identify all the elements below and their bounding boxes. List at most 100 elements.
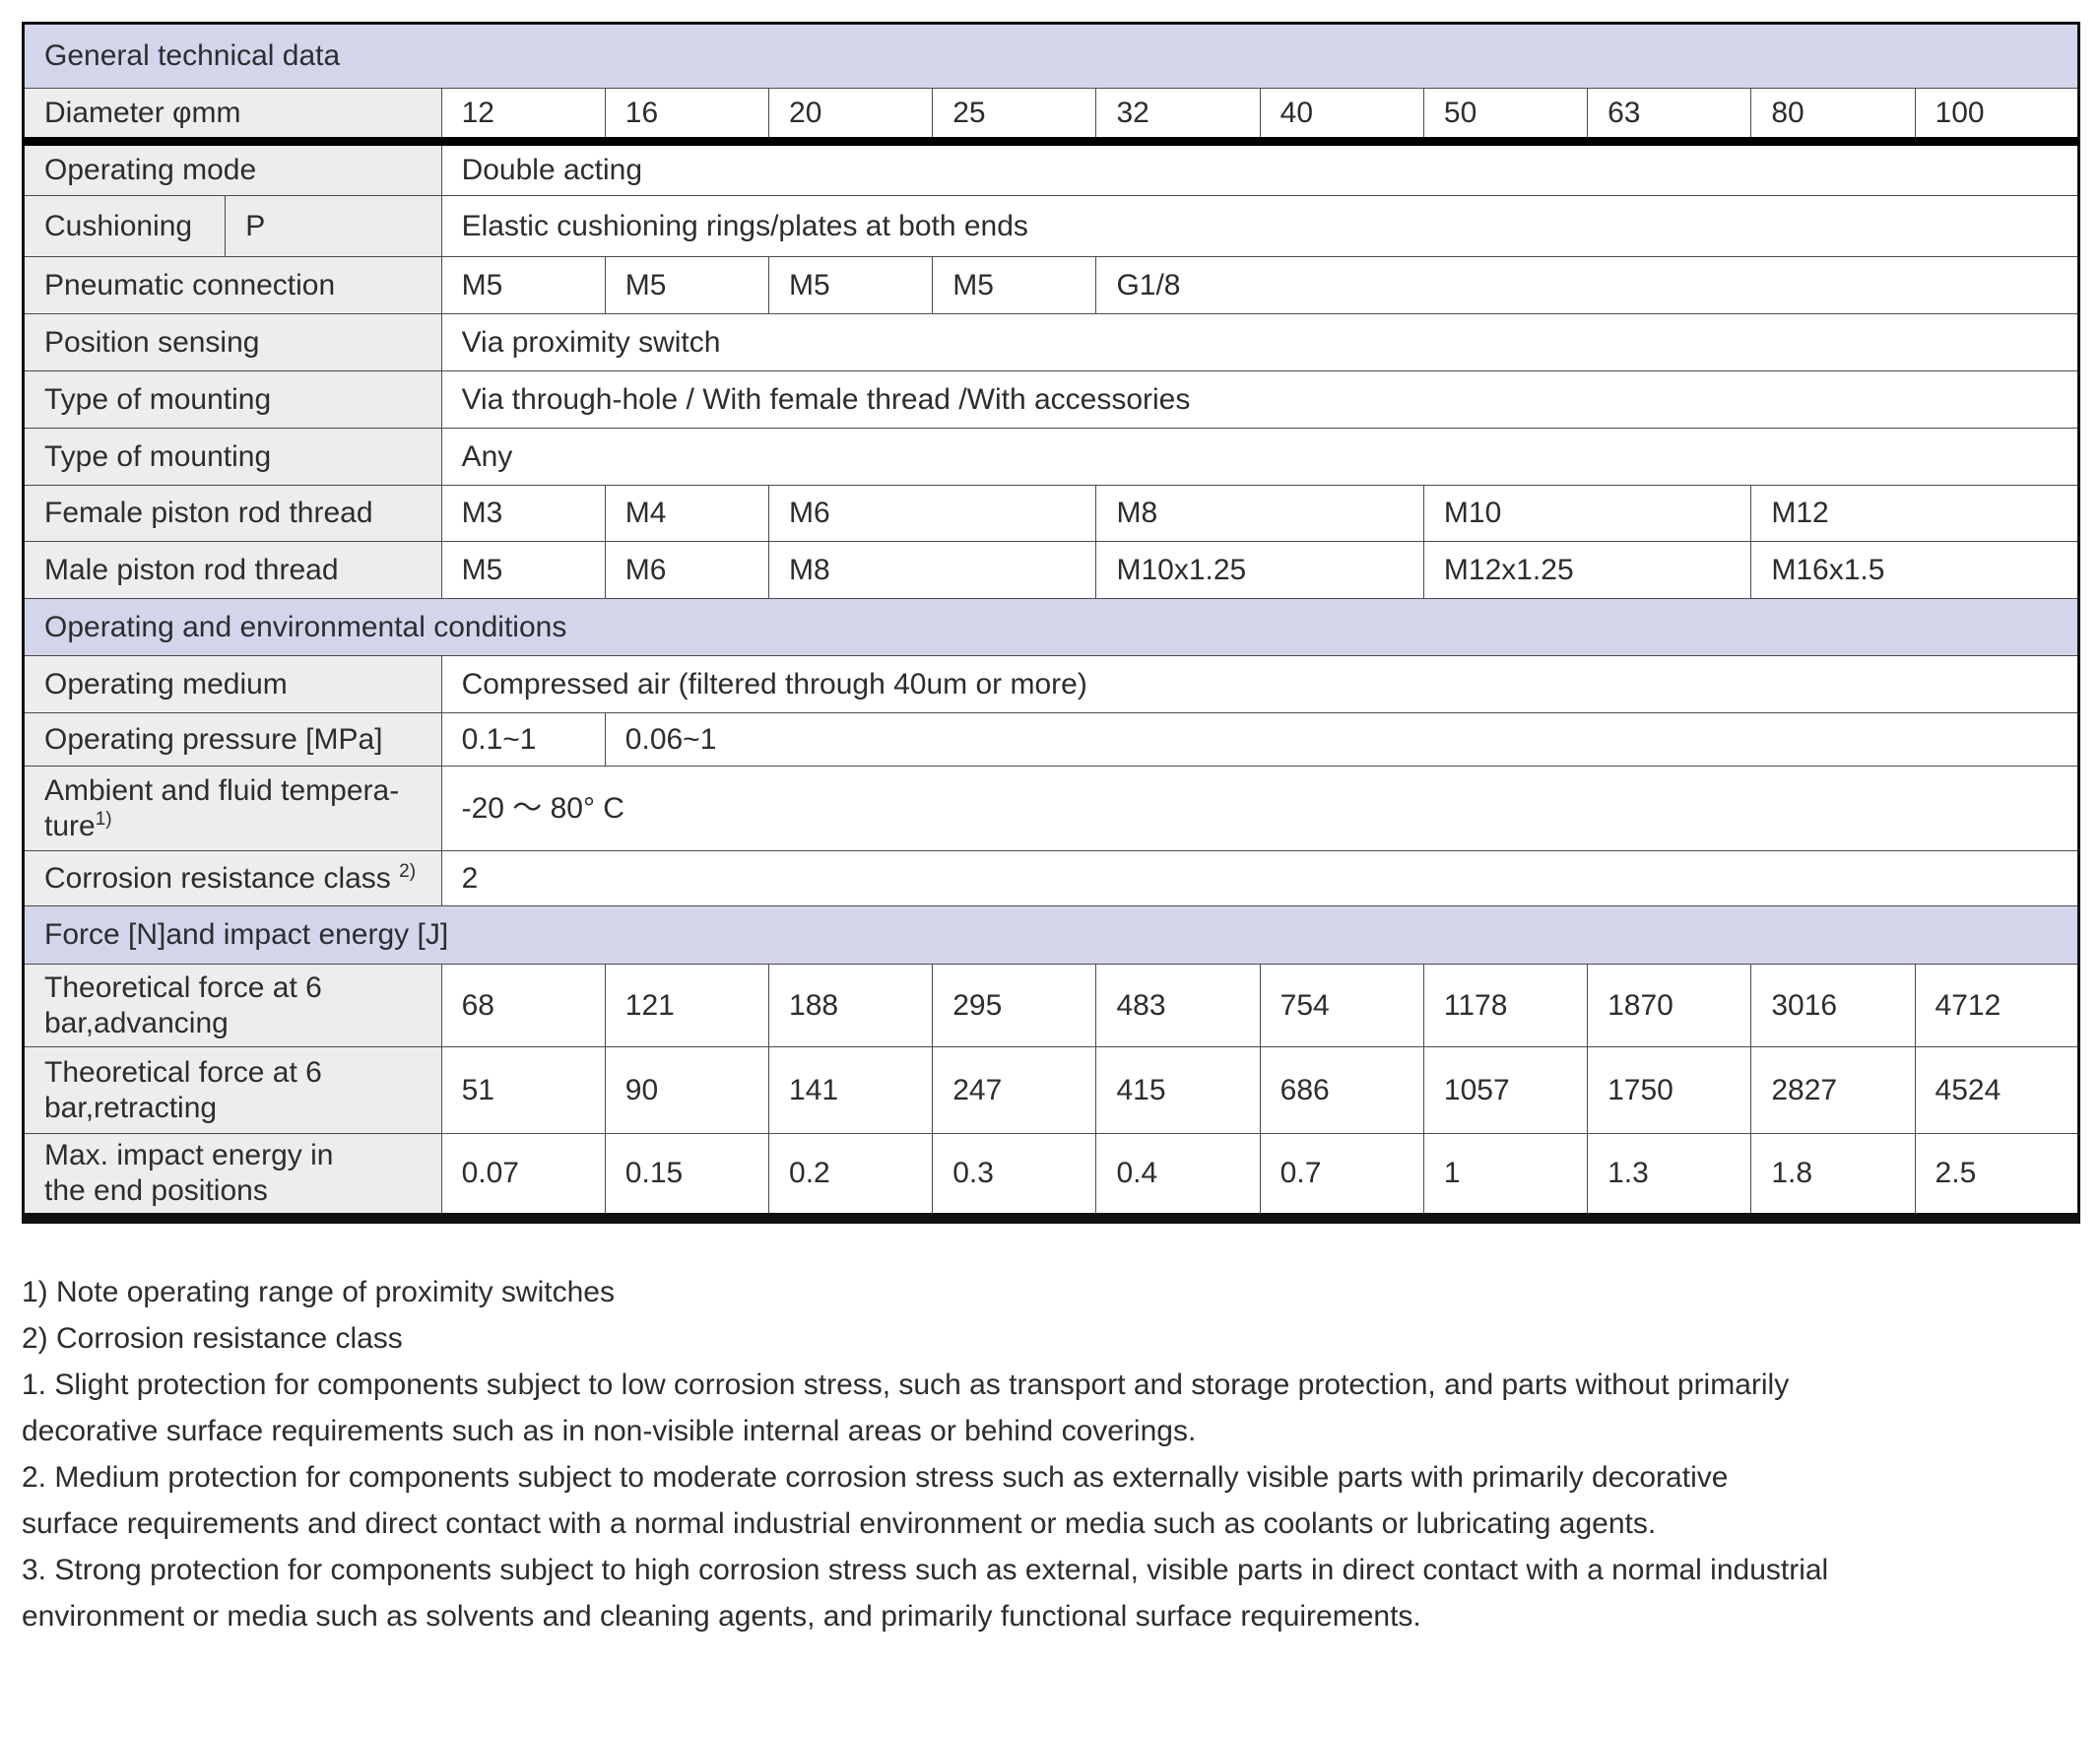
row-label-operating-medium: Operating medium	[23, 655, 442, 713]
cell-diameter-5: 40	[1259, 88, 1424, 146]
cell-force-adv-2: 188	[768, 964, 934, 1047]
cell-force-ret-4: 415	[1095, 1046, 1261, 1134]
female-piston-rod-thread-row: Female piston rod thread M3 M4 M6 M8 M10…	[23, 485, 2079, 542]
footnote-line: decorative surface requirements such as …	[22, 1415, 1197, 1447]
cell-force-ret-2: 141	[768, 1046, 934, 1134]
row-label-operating-mode: Operating mode	[23, 141, 442, 196]
cell-force-adv-5: 754	[1259, 964, 1424, 1047]
cell-female-thread-3: M8	[1095, 485, 1424, 542]
cell-force-ret-9: 4524	[1914, 1046, 2080, 1134]
cell-female-thread-0: M3	[440, 485, 606, 542]
row-label-temperature: Ambient and fluid tempera-ture1)	[23, 766, 442, 851]
row-label-force-retracting: Theoretical force at 6 bar,retracting	[23, 1046, 442, 1134]
cell-impact-9: 2.5	[1914, 1133, 2080, 1219]
cell-female-thread-5: M12	[1750, 485, 2079, 542]
cell-diameter-7: 63	[1587, 88, 1752, 146]
temperature-row: Ambient and fluid tempera-ture1) -20 ～ 8…	[23, 766, 2080, 851]
cell-diameter-1: 16	[604, 88, 770, 146]
cell-corrosion: 2	[440, 850, 2080, 906]
temperature-label-line1: Ambient and fluid tempera-	[44, 773, 400, 807]
cell-female-thread-2: M6	[768, 485, 1097, 542]
section-title-general: General technical data	[23, 23, 2079, 89]
footnote-line: 2) Corrosion resistance class	[22, 1322, 403, 1355]
operating-pressure-row: Operating pressure [MPa] 0.1~1 0.06~1	[23, 712, 2080, 767]
section-row-operating: Operating and environmental conditions	[23, 598, 2079, 656]
cell-diameter-8: 80	[1750, 88, 1916, 146]
force-advancing-row: Theoretical force at 6 bar,advancing 68 1…	[23, 964, 2080, 1047]
cell-impact-0: 0.07	[440, 1133, 606, 1219]
cell-pneumatic-3: M5	[932, 256, 1097, 314]
row-label-diameter: Diameter φmm	[23, 88, 442, 146]
section-title-force: Force [N]and impact energy [J]	[23, 905, 2079, 965]
cell-male-thread-4: M12x1.25	[1422, 541, 1752, 599]
footnote-line: 1. Slight protection for components subj…	[22, 1369, 1790, 1401]
cell-pneumatic-4: G1/8	[1095, 256, 2079, 314]
cell-diameter-6: 50	[1422, 88, 1589, 146]
cell-force-ret-1: 90	[604, 1046, 770, 1134]
row-label-mounting-2: Type of mounting	[23, 428, 442, 486]
cell-impact-5: 0.7	[1259, 1133, 1424, 1219]
cell-cushioning: Elastic cushioning rings/plates at both …	[440, 195, 2080, 257]
cell-diameter-9: 100	[1914, 88, 2080, 146]
cell-operating-pressure-d16-100: 0.06~1	[604, 712, 2080, 767]
footnote-line: surface requirements and direct contact …	[22, 1507, 1657, 1540]
cell-male-thread-5: M16x1.5	[1750, 541, 2079, 599]
footnote-line: 2. Medium protection for components subj…	[22, 1461, 1729, 1494]
cell-force-ret-6: 1057	[1422, 1046, 1589, 1134]
cell-pneumatic-1: M5	[604, 256, 770, 314]
cell-diameter-2: 20	[768, 88, 934, 146]
cell-impact-8: 1.8	[1750, 1133, 1916, 1219]
cushioning-row: Cushioning P Elastic cushioning rings/pl…	[22, 195, 2080, 257]
pneumatic-connection-row: Pneumatic connection M5 M5 M5 M5 G1/8	[23, 256, 2079, 314]
cell-mounting-1: Via through-hole / With female thread /W…	[440, 370, 2080, 429]
operating-medium-row: Operating medium Compressed air (filtere…	[23, 655, 2080, 713]
mounting-type-row-2: Type of mounting Any	[23, 428, 2080, 486]
corrosion-label-text: Corrosion resistance class	[44, 861, 391, 895]
cell-force-adv-9: 4712	[1914, 964, 2080, 1047]
cell-diameter-0: 12	[440, 88, 606, 146]
section-row-force: Force [N]and impact energy [J]	[23, 905, 2079, 965]
footnote-ref-1: 1)	[95, 808, 112, 830]
cell-operating-medium: Compressed air (filtered through 40um or…	[440, 655, 2080, 713]
section-row-general: General technical data	[23, 23, 2079, 89]
technical-data-table: General technical data Diameter φmm 12 1…	[22, 22, 2080, 1224]
impact-energy-row: Max. impact energy in the end positions 0…	[23, 1133, 2080, 1219]
footnote-ref-2: 2)	[399, 860, 417, 882]
cell-force-ret-3: 247	[932, 1046, 1097, 1134]
cell-impact-2: 0.2	[768, 1133, 934, 1219]
row-label-corrosion: Corrosion resistance class 2)	[23, 850, 442, 906]
section-title-operating: Operating and environmental conditions	[23, 598, 2079, 656]
corrosion-row: Corrosion resistance class 2) 2	[23, 850, 2080, 906]
force-retracting-row: Theoretical force at 6 bar,retracting 51 …	[23, 1046, 2080, 1134]
cell-mounting-2: Any	[440, 428, 2080, 486]
cell-pneumatic-0: M5	[440, 256, 606, 314]
row-label-mounting-1: Type of mounting	[23, 370, 442, 429]
diameter-row: Diameter φmm 12 16 20 25 32 40 50 63 80 …	[23, 88, 2080, 146]
cell-temperature: -20 ～ 80° C	[440, 766, 2080, 851]
row-label-position-sensing: Position sensing	[23, 313, 442, 371]
position-sensing-row: Position sensing Via proximity switch	[23, 313, 2080, 371]
mounting-type-row-1: Type of mounting Via through-hole / With…	[23, 370, 2080, 429]
cell-pneumatic-2: M5	[768, 256, 934, 314]
cell-cushioning-code: P	[225, 195, 442, 257]
row-label-female-thread: Female piston rod thread	[23, 485, 442, 542]
row-label-male-thread: Male piston rod thread	[23, 541, 442, 599]
cell-impact-7: 1.3	[1587, 1133, 1752, 1219]
cell-diameter-3: 25	[932, 88, 1097, 146]
cell-force-adv-4: 483	[1095, 964, 1261, 1047]
footnote-line: 1) Note operating range of proximity swi…	[22, 1276, 615, 1308]
cell-operating-pressure-d12: 0.1~1	[440, 712, 606, 767]
cell-force-adv-3: 295	[932, 964, 1097, 1047]
cell-force-ret-5: 686	[1259, 1046, 1424, 1134]
row-label-pneumatic-connection: Pneumatic connection	[23, 256, 442, 314]
footnote-line: 3. Strong protection for components subj…	[22, 1554, 1829, 1586]
cell-male-thread-3: M10x1.25	[1095, 541, 1424, 599]
footnotes-block: 1) Note operating range of proximity swi…	[22, 1269, 2080, 1639]
cell-position-sensing: Via proximity switch	[440, 313, 2080, 371]
cell-force-ret-8: 2827	[1750, 1046, 1916, 1134]
cell-female-thread-4: M10	[1422, 485, 1752, 542]
cell-impact-3: 0.3	[932, 1133, 1097, 1219]
cell-impact-4: 0.4	[1095, 1133, 1261, 1219]
cell-force-ret-7: 1750	[1587, 1046, 1752, 1134]
male-piston-rod-thread-row: Male piston rod thread M5 M6 M8 M10x1.25…	[23, 541, 2079, 599]
